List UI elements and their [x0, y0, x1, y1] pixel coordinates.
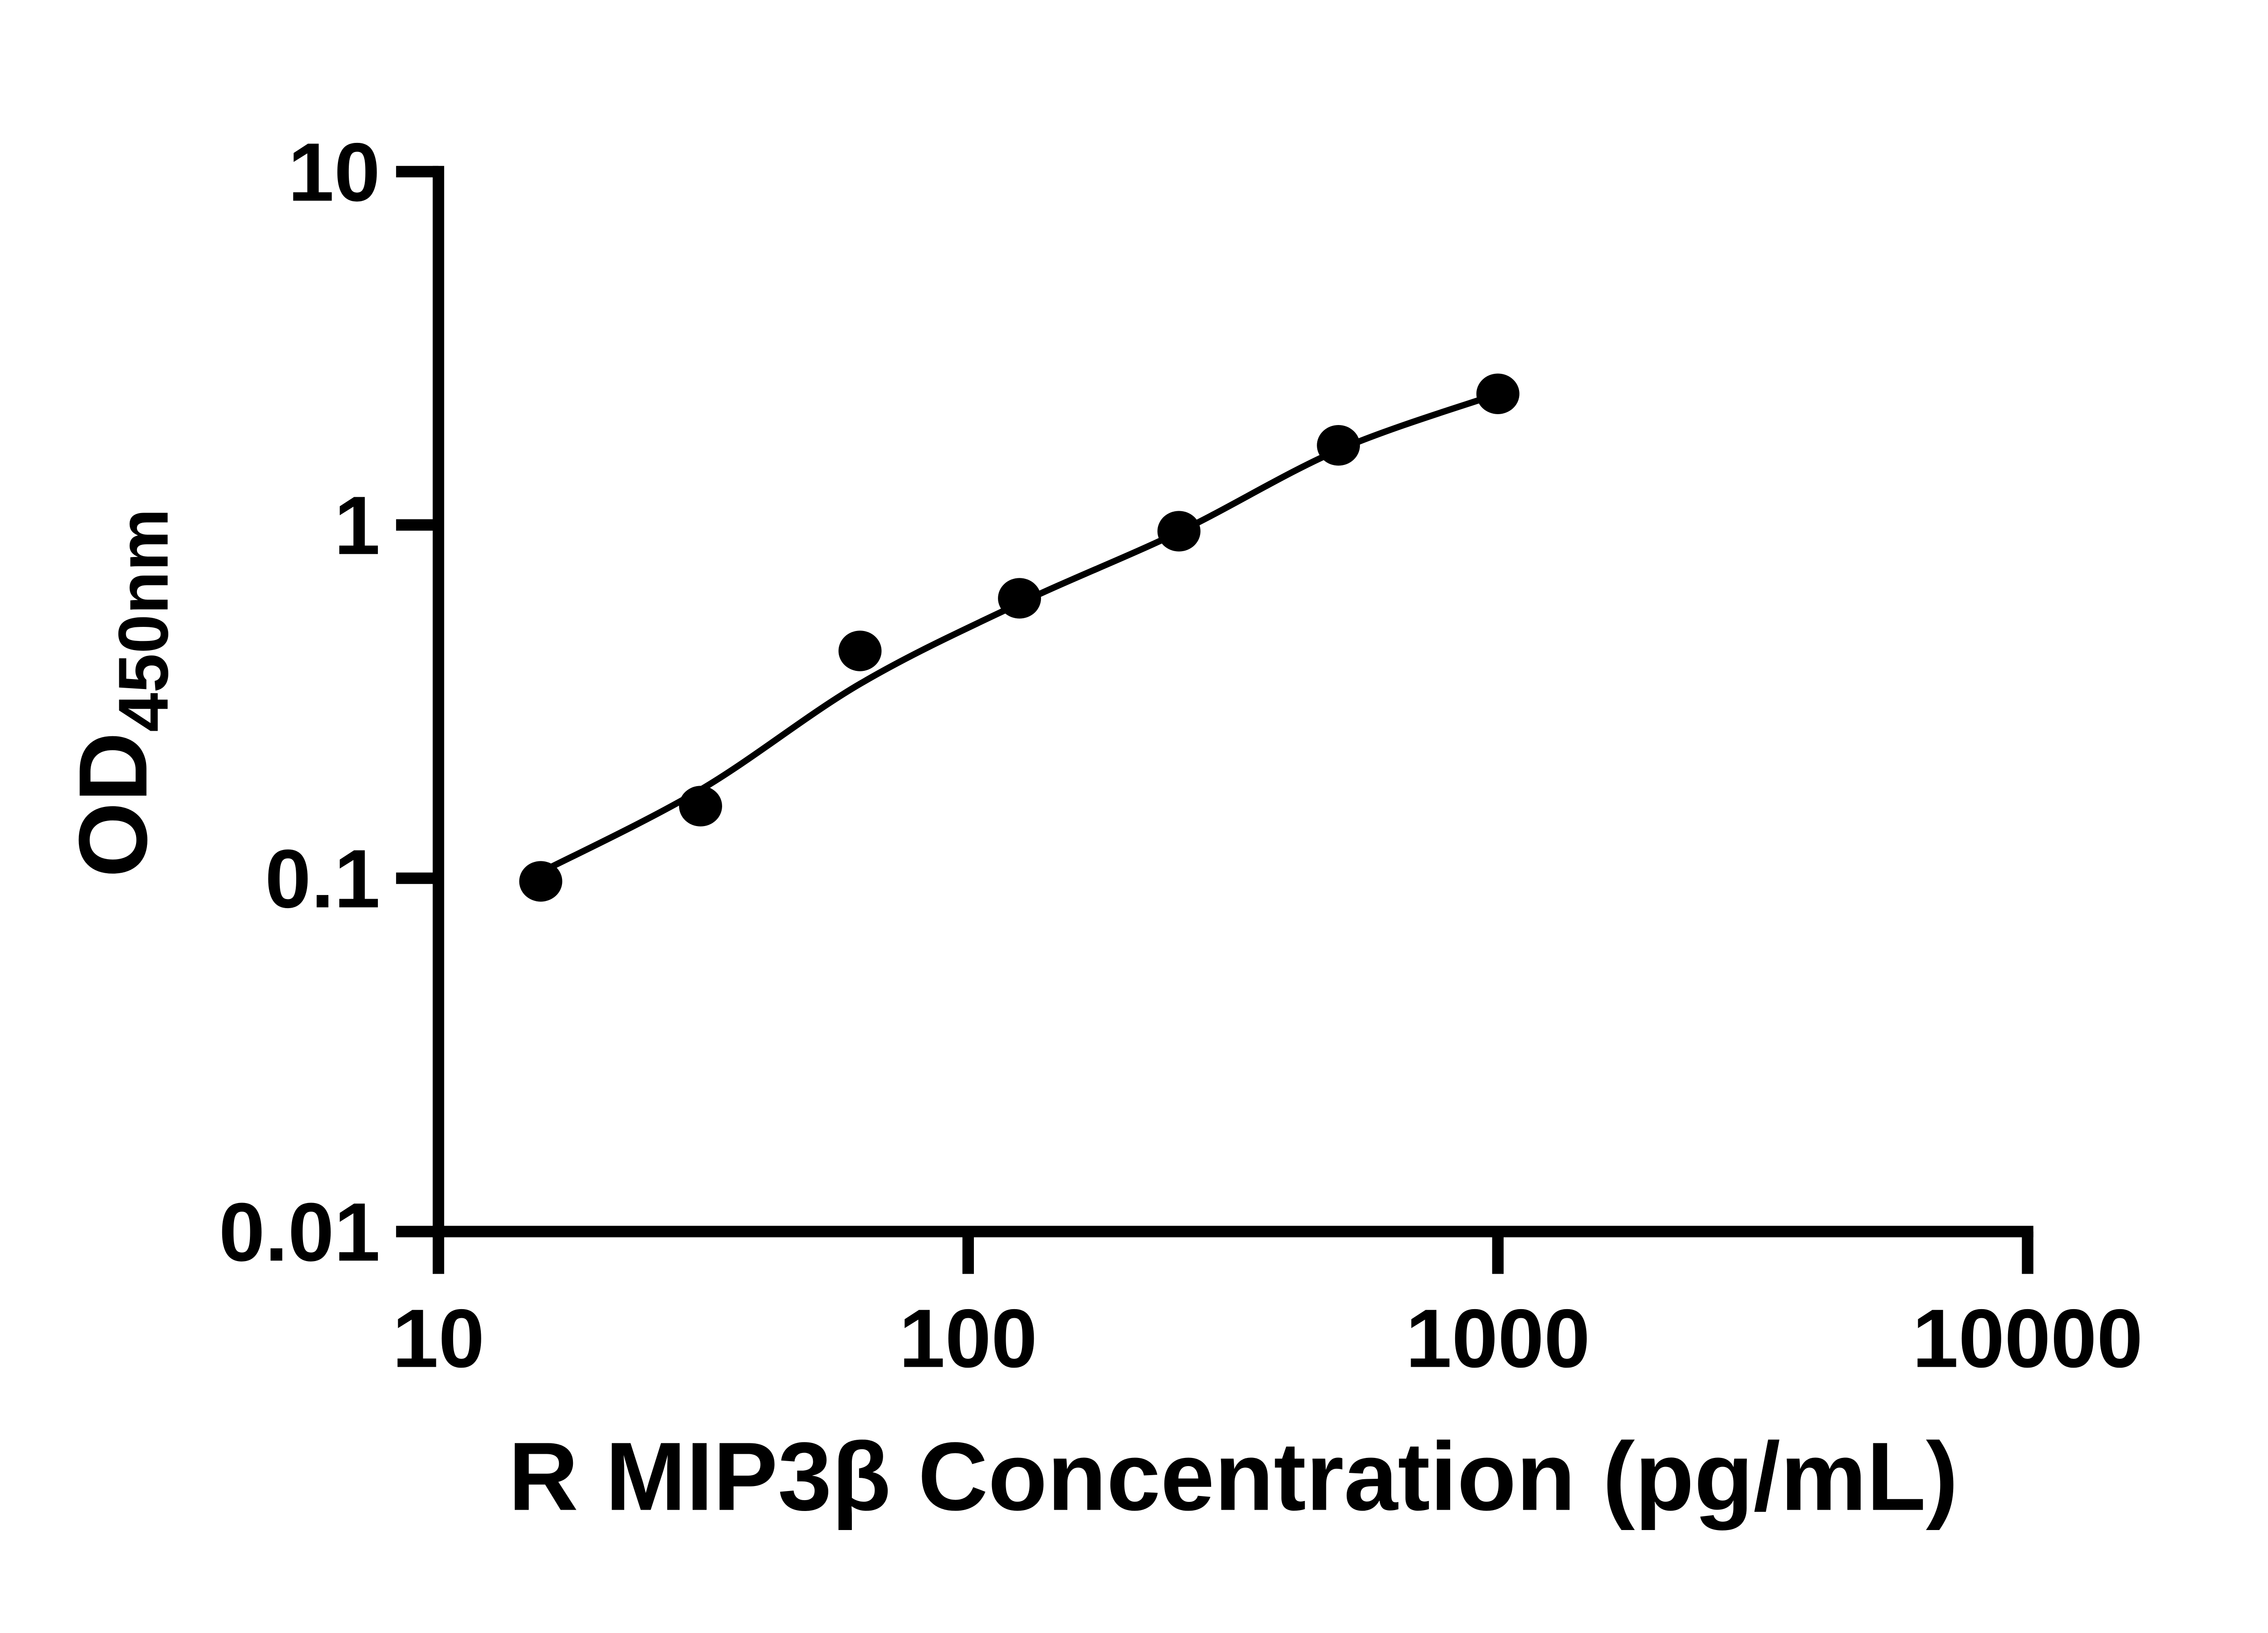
- y-tick-label: 10: [288, 126, 380, 219]
- x-tick-label: 100: [899, 1292, 1037, 1385]
- x-tick-label: 10: [392, 1292, 484, 1385]
- y-tick-label: 0.01: [219, 1186, 380, 1278]
- data-point: [838, 631, 882, 671]
- x-tick-label: 1000: [1406, 1292, 1590, 1385]
- y-axis-title: OD450nm: [59, 508, 183, 878]
- x-tick-label: 10000: [1912, 1292, 2143, 1385]
- y-tick-label: 1: [334, 479, 381, 572]
- x-axis-title: R MIP3β Concentration (pg/mL): [508, 1423, 1958, 1531]
- data-point: [1317, 425, 1360, 466]
- plot-area: 0.01 0.1 1 10 10 100 1000 10000: [219, 126, 2143, 1385]
- y-axis-title-subscript: 450nm: [104, 508, 183, 732]
- data-point: [1476, 373, 1520, 414]
- data-point: [998, 578, 1041, 619]
- y-tick-label: 0.1: [265, 832, 380, 925]
- data-point: [679, 786, 722, 826]
- data-point: [1157, 511, 1201, 552]
- y-axis-title-main: OD: [59, 732, 167, 878]
- data-point: [519, 861, 562, 902]
